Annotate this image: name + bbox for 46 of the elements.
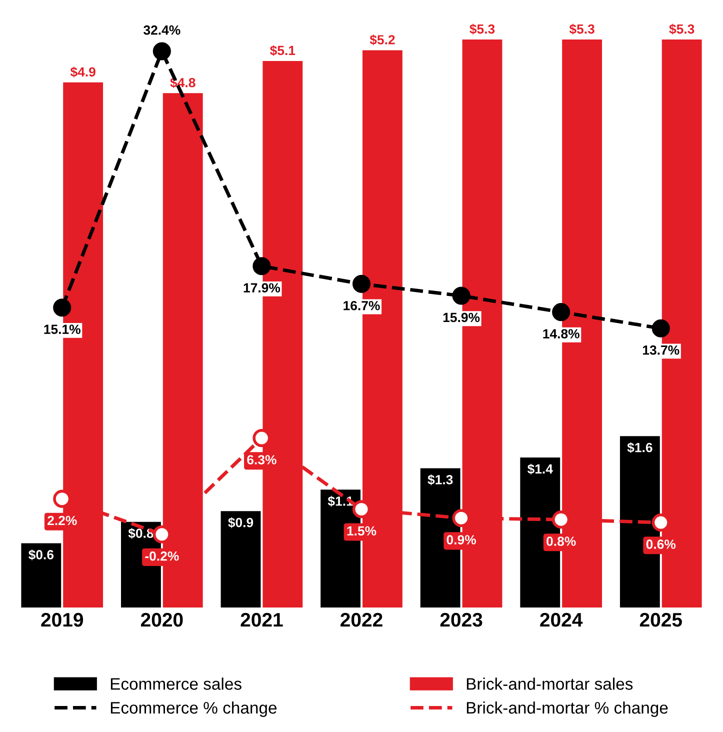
data-label: $5.3 (569, 24, 594, 35)
legend-label: Brick-and-mortar % change (466, 701, 668, 717)
data-label: $5.2 (370, 34, 395, 46)
point (53, 298, 72, 317)
point (552, 303, 570, 322)
legend-label: Ecommerce sales (110, 678, 242, 690)
data-label: 2.2% (48, 516, 77, 526)
bar (21, 543, 62, 608)
data-label: 15.1% (44, 324, 80, 334)
data-label: 14.8% (543, 329, 580, 338)
data-label: 1.5% (347, 526, 376, 536)
bar (220, 511, 261, 608)
legend-label: Brick-and-mortar sales (466, 678, 633, 690)
data-label: $5.3 (669, 24, 694, 35)
data-label: 32.4% (144, 25, 180, 35)
point (452, 286, 470, 305)
data-label: -0.2% (145, 551, 179, 561)
data-label: $1.4 (527, 464, 553, 474)
data-label: 16.7% (344, 300, 380, 310)
data-label: $4.8 (170, 77, 196, 88)
x-tick-label: 2021 (240, 612, 283, 627)
point (252, 257, 271, 276)
data-label: 0.6% (646, 540, 676, 549)
data-label: $1.3 (428, 474, 453, 486)
data-label: $0.6 (28, 549, 54, 560)
data-label: $0.9 (228, 517, 254, 528)
legend-label: Ecommerce % change (110, 701, 277, 717)
point (652, 319, 670, 338)
x-tick-label: 2023 (440, 612, 482, 627)
data-label: $4.9 (70, 66, 96, 78)
x-tick-label: 2025 (640, 612, 682, 627)
x-tick-label: 2019 (41, 612, 84, 627)
x-tick-label: 2020 (140, 612, 183, 627)
data-label: $1.6 (627, 442, 652, 454)
point (352, 274, 371, 293)
data-label: $5.3 (470, 24, 495, 35)
point (152, 42, 171, 60)
x-tick-label: 2022 (340, 612, 382, 627)
data-label: 0.9% (446, 535, 476, 544)
data-label: 0.8% (546, 536, 576, 546)
data-label: 15.9% (443, 312, 480, 322)
data-label: 17.9% (244, 283, 280, 292)
data-label: $5.1 (270, 45, 296, 56)
data-label: 6.3% (247, 455, 276, 464)
x-tick-label: 2024 (540, 612, 583, 627)
data-label: 13.7% (643, 345, 680, 355)
